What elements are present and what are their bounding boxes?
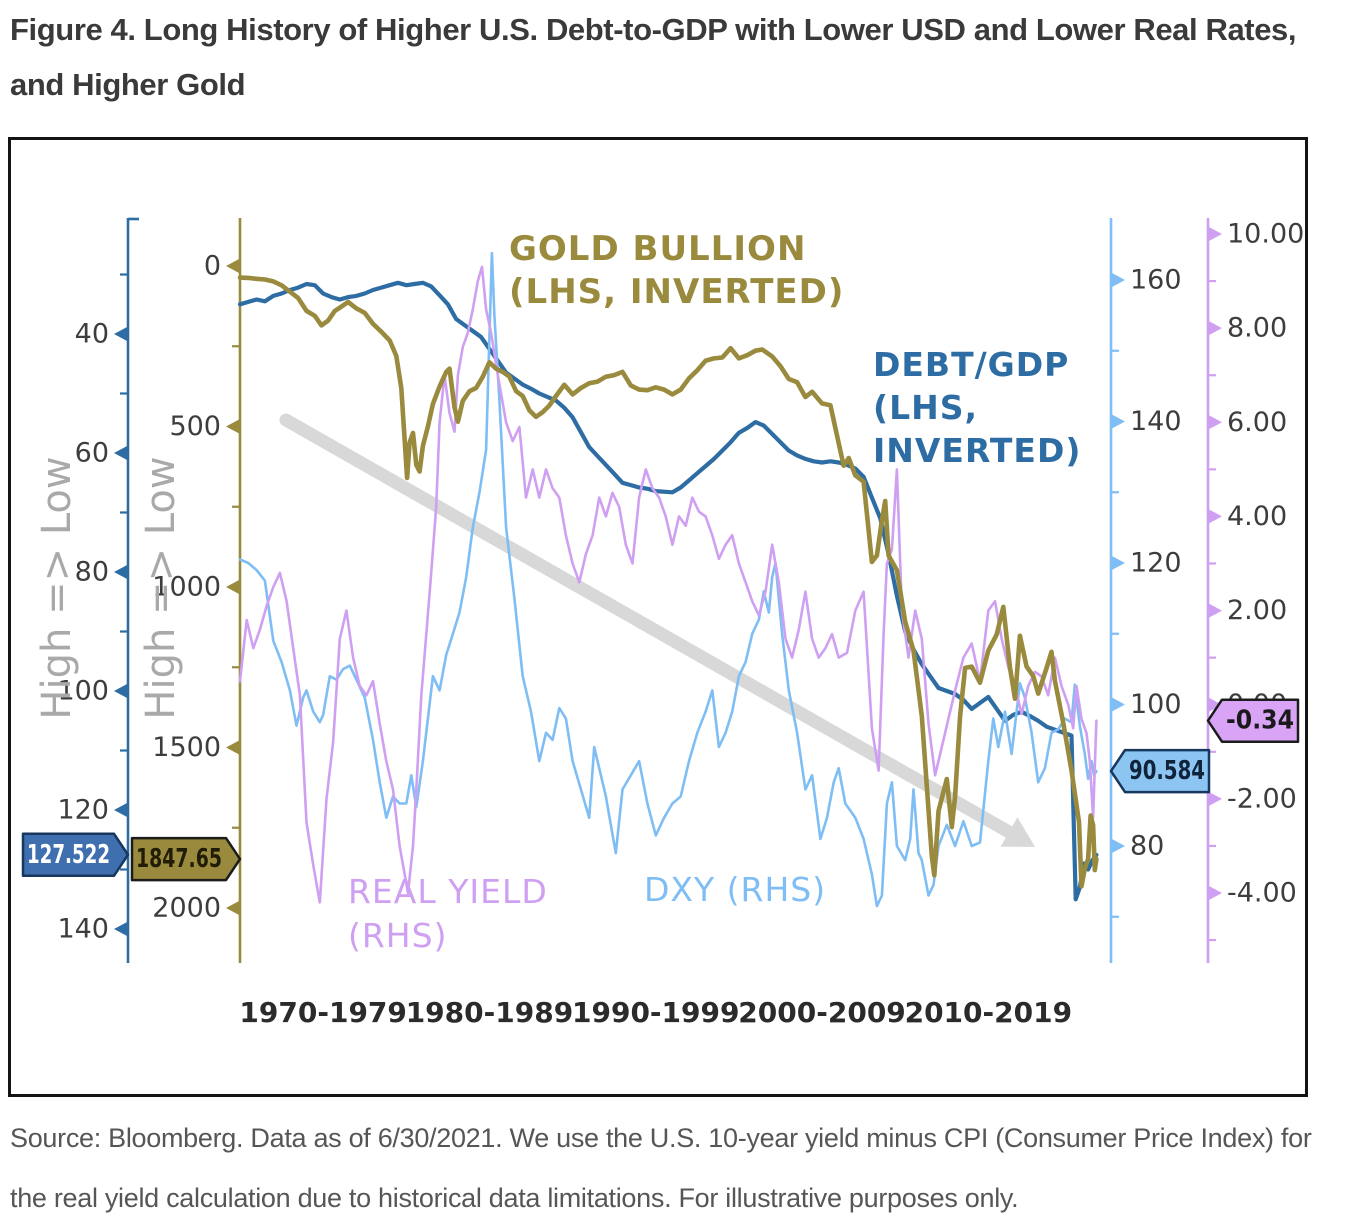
value-badge-label-debt_gdp: 127.522 (27, 840, 110, 870)
tick-label-dxy: 80 (1130, 831, 1164, 862)
major-tick-gold (226, 419, 240, 434)
tick-label-ry: 2.00 (1227, 595, 1287, 626)
major-tick-dxy (1111, 838, 1125, 854)
figure-title: Figure 4. Long History of Higher U.S. De… (10, 12, 1297, 102)
debt-gdp-label: DEBT/GDP (873, 345, 1069, 384)
major-tick-dxy (1111, 272, 1125, 288)
tick-label-gold: 1500 (152, 732, 221, 763)
tick-label-debt: 140 (57, 914, 109, 945)
axis-direction-label-0: High => Low (34, 456, 80, 719)
source-note: Source: Bloomberg. Data as of 6/30/2021.… (10, 1123, 1312, 1213)
tick-label-debt: 40 (75, 319, 109, 350)
tick-label-ry: 4.00 (1227, 501, 1287, 532)
series-gold_bullion (237, 275, 1099, 889)
major-tick-ry (1208, 603, 1222, 619)
major-tick-ry (1208, 414, 1222, 430)
major-tick-debt (114, 802, 128, 818)
major-tick-debt (114, 326, 128, 342)
tick-label-debt: 120 (57, 795, 109, 826)
tick-label-ry: -4.00 (1227, 878, 1297, 909)
dxy-label: DXY (RHS) (644, 870, 826, 909)
tick-label-gold: 0 (204, 251, 221, 282)
major-tick-debt (114, 921, 128, 937)
trend-arrow-head (1000, 817, 1036, 847)
chart-frame: 40 60 80 100 120 140 0 500 1000 1500 2000 160 140 120… (8, 137, 1308, 1097)
series-debt_gdp (237, 280, 1099, 902)
x-axis-label: 2010-2019 (905, 996, 1072, 1029)
tick-label-ry: 6.00 (1227, 407, 1287, 438)
tick-label-gold: 2000 (152, 893, 221, 924)
x-axis-label: 2000-2009 (738, 996, 905, 1029)
real-yield-label: (RHS) (348, 916, 447, 955)
major-tick-ry (1208, 226, 1222, 242)
tick-label-dxy: 120 (1130, 548, 1182, 579)
tick-label-debt: 60 (75, 438, 109, 469)
major-tick-dxy (1111, 555, 1125, 571)
trend-arrow-shaft (279, 413, 1016, 839)
major-tick-ry (1208, 885, 1222, 901)
axis-direction-label-1: High => Low (138, 456, 184, 719)
tick-label-debt: 100 (57, 676, 109, 707)
major-tick-debt (114, 683, 128, 699)
value-badge-real_yield (1206, 698, 1300, 743)
tick-label-ry: 10.00 (1227, 219, 1304, 250)
major-tick-ry (1208, 508, 1222, 524)
value-badge-gold_bullion (130, 836, 242, 882)
x-axis-label: 1980-1989 (406, 996, 573, 1029)
x-axis-label: 1990-1999 (572, 996, 739, 1029)
debt-gdp-label: INVERTED) (873, 431, 1081, 470)
gold-bullion-label: GOLD BULLION (509, 229, 806, 269)
major-tick-dxy (1111, 697, 1125, 712)
debt-gdp-label: (LHS, (873, 388, 978, 427)
major-tick-gold (226, 258, 240, 274)
tick-label-ry: -2.00 (1227, 783, 1297, 814)
value-badge-label-gold_bullion: 1847.65 (136, 844, 222, 874)
gold-bullion-label: (LHS, INVERTED) (509, 272, 844, 312)
major-tick-gold (226, 579, 240, 595)
tick-label-debt: 80 (75, 557, 109, 588)
tick-label-ry: 8.00 (1227, 313, 1287, 344)
real-yield-label: REAL YIELD (348, 872, 548, 911)
tick-label-dxy: 100 (1130, 689, 1182, 720)
major-tick-gold (226, 900, 240, 916)
major-tick-ry (1208, 320, 1222, 336)
tick-label-dxy: 160 (1130, 265, 1182, 296)
series-real_yield (238, 265, 1098, 904)
major-tick-debt (114, 564, 128, 580)
tick-label-gold: 500 (169, 411, 221, 442)
major-tick-ry (1208, 791, 1222, 807)
value-badge-label-dxy: 90.584 (1129, 756, 1205, 786)
value-badge-label-real_yield: -0.34 (1226, 706, 1294, 736)
value-badge-debt_gdp (21, 832, 130, 878)
major-tick-dxy (1111, 414, 1125, 429)
chart-svg: 40 60 80 100 120 140 0 500 1000 1500 2000 160 140 120… (21, 217, 1304, 1029)
major-tick-gold (226, 740, 240, 755)
major-tick-debt (114, 445, 128, 461)
tick-label-gold: 1000 (152, 572, 221, 603)
value-badge-dxy (1109, 748, 1211, 794)
tick-label-dxy: 140 (1130, 406, 1182, 437)
major-tick-ry (1208, 697, 1222, 713)
x-axis-label: 1970-1979 (239, 996, 406, 1029)
